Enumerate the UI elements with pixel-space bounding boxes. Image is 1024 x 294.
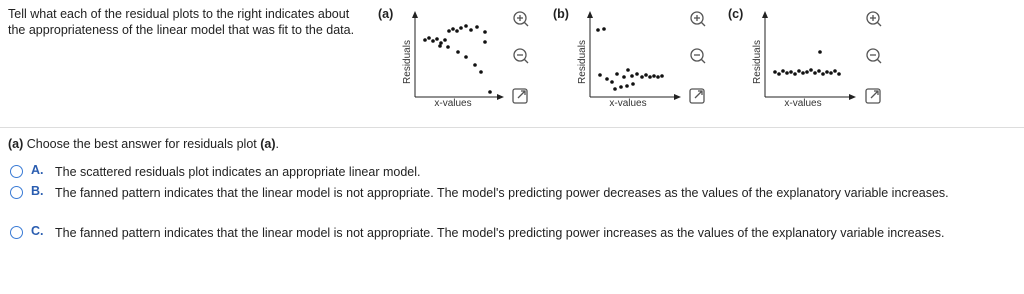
question: (a) Choose the best answer for residuals…: [8, 137, 279, 151]
scatter-dots: [423, 24, 841, 94]
plot-label: (c): [728, 7, 744, 21]
question-text: Choose the best answer for residuals plo…: [23, 137, 261, 151]
option-text: The scattered residuals plot indicates a…: [55, 165, 421, 179]
y-axis-label: Residuals: [752, 40, 763, 84]
option-letter: C.: [31, 224, 44, 238]
option-letter: B.: [31, 184, 44, 198]
option-text: The fanned pattern indicates that the li…: [55, 186, 949, 200]
question-ref: (a): [260, 137, 276, 151]
x-axis-label: x-values: [784, 98, 821, 109]
axes: [412, 11, 856, 100]
tool-icons[interactable]: [512, 11, 882, 104]
x-axis-label: x-values: [434, 98, 471, 109]
option-text: The fanned pattern indicates that the li…: [55, 226, 945, 240]
radio-button[interactable]: [10, 186, 23, 199]
plot-label: (a): [378, 7, 394, 21]
y-axis-label: Residuals: [577, 40, 588, 84]
question-end: .: [275, 137, 279, 151]
plot-label: (b): [553, 7, 569, 21]
prompt: Tell what each of the residual plots to …: [8, 7, 355, 37]
radio-button[interactable]: [10, 165, 23, 178]
radio-button[interactable]: [10, 226, 23, 239]
plots: Residuals Residuals Residuals x-values x…: [402, 11, 882, 109]
option-letter: A.: [31, 163, 44, 177]
x-axis-label: x-values: [609, 98, 646, 109]
question-lead: (a): [8, 137, 24, 151]
divider: [0, 127, 1024, 128]
y-axis-label: Residuals: [402, 40, 413, 84]
